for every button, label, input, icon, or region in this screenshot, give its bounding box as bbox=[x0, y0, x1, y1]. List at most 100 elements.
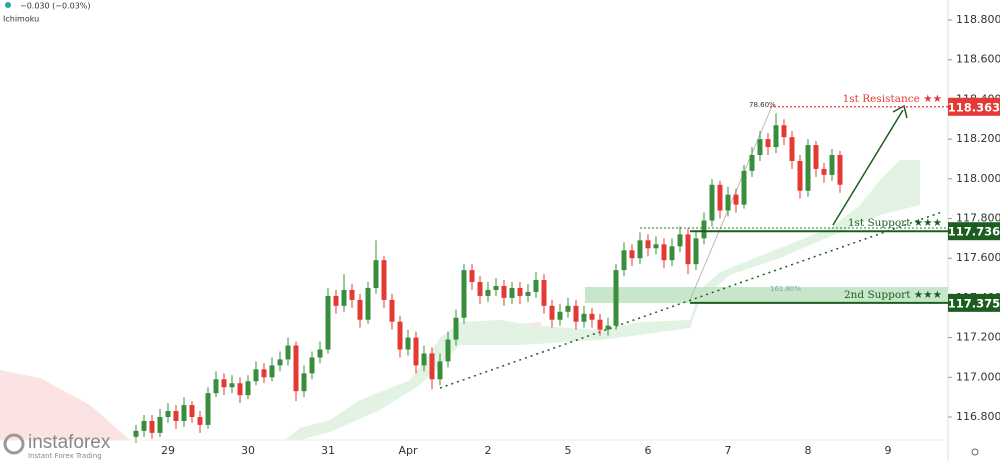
candle-body bbox=[517, 287, 523, 296]
candle-body bbox=[277, 359, 283, 366]
level-label: 2nd Support ★★★ bbox=[844, 289, 943, 301]
ichimoku-cloud bbox=[0, 160, 920, 440]
candle-body bbox=[781, 125, 787, 138]
candle-body bbox=[557, 311, 563, 320]
candle-body bbox=[693, 238, 699, 265]
candle-body bbox=[189, 405, 195, 417]
candle-body bbox=[525, 291, 531, 296]
y-tick-label: 118.000 bbox=[956, 172, 1000, 185]
candle-body bbox=[805, 145, 811, 191]
candle-body bbox=[157, 416, 163, 433]
candle-body bbox=[509, 287, 515, 298]
candle-body bbox=[613, 270, 619, 326]
candle-body bbox=[685, 234, 691, 265]
level-label: 1st Resistance ★★ bbox=[843, 93, 943, 105]
candle-body bbox=[389, 299, 395, 322]
candle-body bbox=[549, 305, 555, 320]
trendline bbox=[439, 211, 943, 389]
candle-body bbox=[205, 393, 211, 425]
candle-body bbox=[285, 345, 291, 360]
x-tick-label: 8 bbox=[805, 444, 812, 457]
level-label: 1st Support ★★★ bbox=[848, 217, 943, 229]
candle-body bbox=[621, 250, 627, 271]
x-tick-label: 31 bbox=[321, 444, 335, 457]
price-tag bbox=[948, 293, 1000, 312]
candle-body bbox=[597, 319, 603, 330]
candle-body bbox=[725, 194, 731, 211]
candle-body bbox=[797, 160, 803, 191]
candle-body bbox=[325, 295, 331, 350]
fib-label: 161.80% bbox=[770, 285, 801, 293]
watermark: instaforex Instant Forex Trading bbox=[3, 432, 111, 460]
candle-body bbox=[165, 411, 171, 417]
candle-body bbox=[789, 137, 795, 161]
candle-body bbox=[213, 379, 219, 394]
candle-body bbox=[773, 125, 779, 148]
candle-body bbox=[477, 282, 483, 296]
candle-body bbox=[301, 373, 307, 392]
y-tick-label: 117.800 bbox=[956, 212, 1000, 225]
candle-body bbox=[317, 349, 323, 358]
candle-body bbox=[709, 184, 715, 221]
settings-icon[interactable] bbox=[971, 448, 979, 456]
candle-body bbox=[421, 353, 427, 366]
candle-body bbox=[757, 139, 763, 156]
x-tick-label: 29 bbox=[161, 444, 175, 457]
candle-body bbox=[245, 381, 251, 396]
candle-body bbox=[493, 285, 499, 290]
header-change: −0.030 (−0.03%) bbox=[20, 2, 91, 11]
price-tag-label: 117.736 bbox=[948, 225, 1000, 239]
candle-body bbox=[253, 369, 259, 382]
candle-body bbox=[429, 353, 435, 380]
candle-body bbox=[445, 339, 451, 362]
candle-body bbox=[397, 321, 403, 350]
candle-body bbox=[333, 295, 339, 306]
candle-body bbox=[261, 369, 267, 378]
y-tick-label: 117.600 bbox=[956, 251, 1000, 264]
candle-body bbox=[469, 270, 475, 283]
y-tick-label: 118.600 bbox=[956, 53, 1000, 66]
brand: instaforex bbox=[28, 432, 111, 453]
x-tick-label: Apr bbox=[398, 444, 418, 457]
price-tag bbox=[948, 222, 1000, 241]
candle-body bbox=[589, 313, 595, 320]
candle-body bbox=[717, 184, 723, 211]
plot-area bbox=[133, 113, 843, 443]
candle-body bbox=[501, 285, 507, 298]
candle-body bbox=[605, 325, 611, 330]
candle-body bbox=[741, 170, 747, 205]
candle-body bbox=[485, 289, 491, 296]
candle-body bbox=[837, 155, 843, 185]
candle-body bbox=[701, 220, 707, 239]
candle-body bbox=[149, 420, 155, 433]
x-tick-label: 30 bbox=[241, 444, 255, 457]
candle-body bbox=[453, 317, 459, 340]
candle-body bbox=[349, 289, 355, 300]
price-tag bbox=[948, 97, 1000, 116]
price-tag-label: 117.375 bbox=[948, 296, 1000, 310]
y-tick-label: 118.200 bbox=[956, 132, 1000, 145]
candle-body bbox=[629, 250, 635, 259]
x-tick-label: 5 bbox=[565, 444, 572, 457]
candle-body bbox=[373, 260, 379, 288]
candle-body bbox=[581, 313, 587, 322]
y-tick-label: 117.000 bbox=[956, 370, 1000, 383]
candle-body bbox=[181, 405, 187, 421]
fib-label: 78.60% bbox=[749, 101, 776, 109]
candle-body bbox=[269, 365, 275, 378]
candle-body bbox=[381, 260, 387, 300]
candle-body bbox=[461, 270, 467, 318]
candle-body bbox=[573, 305, 579, 322]
status-dot bbox=[5, 2, 11, 8]
x-tick-label: 2 bbox=[485, 444, 492, 457]
candle-body bbox=[133, 430, 139, 437]
candle-body bbox=[341, 289, 347, 306]
candle-body bbox=[677, 234, 683, 247]
candle-body bbox=[541, 280, 547, 306]
y-tick-label: 117.200 bbox=[956, 331, 1000, 344]
arrow-head bbox=[892, 104, 908, 119]
candle-body bbox=[645, 240, 651, 249]
candle-body bbox=[669, 246, 675, 261]
candle-body bbox=[749, 155, 755, 171]
tagline: Instant Forex Trading bbox=[28, 452, 102, 460]
